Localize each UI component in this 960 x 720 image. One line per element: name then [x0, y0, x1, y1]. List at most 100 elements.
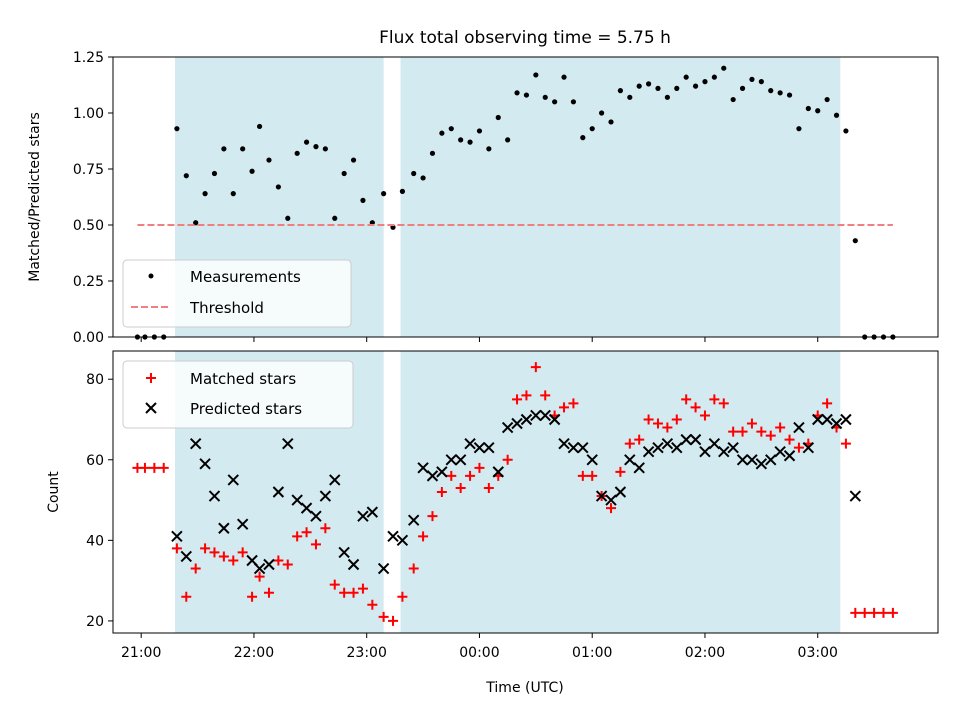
measurement-point — [645, 81, 652, 87]
matched-stars-point — [502, 454, 513, 465]
predicted-stars-point — [830, 417, 843, 430]
matched-stars-point — [887, 607, 898, 618]
predicted-stars-point — [605, 494, 617, 506]
matched-stars-point — [615, 466, 626, 477]
legend-measurements-label: Measurements — [190, 268, 301, 286]
measurement-point — [341, 170, 347, 177]
measurement-point — [570, 99, 577, 105]
measurement-point — [249, 168, 255, 174]
matched-stars-point — [181, 591, 192, 602]
measurement-point — [721, 65, 727, 71]
predicted-stars-point — [282, 437, 294, 450]
count-x-axis: 21:00 22:00 23:00 00:00 01:00 02:00 03:00 — [121, 633, 838, 661]
measurement-point — [411, 170, 417, 177]
measurement-point — [285, 215, 291, 221]
predicted-stars-point — [595, 490, 608, 502]
predicted-stars-point — [736, 454, 749, 466]
measurement-point — [561, 74, 567, 80]
matched-stars-point — [158, 462, 169, 473]
legend-predicted-marker — [145, 402, 157, 414]
measurement-point — [796, 126, 802, 132]
measurement-point — [692, 83, 699, 89]
predicted-stars-point — [218, 522, 230, 534]
matched-stars-point — [446, 470, 457, 481]
ratio-legend-box — [122, 259, 352, 328]
count-y-axis: 20 40 60 80 — [86, 372, 113, 630]
measurement-point — [843, 128, 849, 134]
measurement-point — [617, 88, 624, 94]
predicted-stars-point — [812, 413, 824, 426]
predicted-stars-point — [774, 446, 786, 458]
matched-stars-point — [840, 438, 851, 449]
ratio-legend: Measurements Threshold — [122, 259, 352, 328]
ratio-y-axis: 0.00 0.25 0.50 0.75 1.00 1.25 — [73, 50, 113, 346]
matched-stars-point — [237, 547, 248, 558]
measurement-point — [399, 188, 406, 194]
ratio-y-tick-label: 1.25 — [73, 50, 104, 66]
matched-stars-point — [465, 470, 476, 481]
predicted-stars-point — [558, 437, 570, 450]
measurement-point — [815, 108, 821, 114]
predicted-stars-point — [310, 510, 322, 522]
measurement-point — [552, 99, 558, 105]
matched-stars-point — [775, 422, 786, 433]
matched-stars-point — [320, 523, 331, 534]
matched-stars-point — [329, 579, 340, 590]
predicted-stars-point — [396, 534, 409, 547]
matched-stars-point — [530, 362, 541, 373]
measurement-point — [674, 85, 680, 91]
count-axes-frame — [112, 350, 939, 634]
ratio-y-tick-label: 0.00 — [73, 330, 104, 346]
count-panel: 20 40 60 80 21:00 22:00 23:00 00:00 01:00 02:00 0… — [46, 350, 939, 696]
ratio-y-tick-label: 0.50 — [73, 218, 104, 234]
matched-stars-point — [301, 527, 312, 538]
measurement-point — [230, 191, 236, 197]
measurement-point — [608, 119, 614, 125]
x-axis-label: Time (UTC) — [485, 680, 563, 696]
measurement-point — [514, 90, 520, 96]
matched-stars-point — [474, 462, 485, 473]
predicted-stars-point — [300, 502, 313, 514]
predicted-stars-point — [577, 441, 589, 454]
predicted-stars-point — [417, 462, 429, 474]
predicted-stars-point — [520, 413, 533, 426]
predicted-stars-point — [530, 409, 542, 422]
measurement-point — [833, 112, 840, 118]
measurement-point — [580, 135, 586, 141]
ratio-x-axis — [140, 337, 819, 342]
matched-stars-point — [634, 434, 645, 445]
legend-predicted-label: Predicted stars — [190, 400, 302, 418]
measurement-point — [505, 137, 511, 143]
measurement-point — [627, 94, 633, 100]
measurement-point — [683, 74, 689, 80]
matched-stars-point — [190, 563, 201, 574]
ratio-observing-spans — [175, 57, 841, 337]
matched-stars-point — [850, 607, 861, 618]
chart-title: Flux total observing time = 5.75 h — [379, 28, 671, 48]
matched-stars-point — [357, 583, 368, 594]
matched-stars-point — [521, 390, 532, 401]
matched-stars-point — [746, 418, 757, 429]
predicted-stars-point — [347, 558, 360, 571]
predicted-stars-point — [849, 490, 862, 502]
predicted-stars-point — [755, 458, 768, 470]
predicted-stars-point — [263, 558, 275, 571]
measurement-point — [476, 128, 483, 134]
count-y-axis-label: Count — [46, 471, 62, 513]
matched-stars-point — [699, 410, 710, 421]
matched-stars-point — [793, 442, 804, 453]
measurement-point — [711, 74, 717, 80]
matched-stars-point — [577, 470, 588, 481]
count-legend: Matched stars Predicted stars — [122, 360, 354, 429]
count-y-tick-label: 80 — [86, 372, 104, 388]
matched-stars-point — [662, 422, 673, 433]
matched-stars-point — [254, 571, 265, 582]
measurement-point — [702, 79, 708, 85]
ratio-panel: 0.00 0.25 0.50 0.75 1.00 1.25 Flux total obse… — [27, 28, 939, 346]
matched-stars-point — [149, 462, 160, 473]
x-tick-label: 01:00 — [572, 645, 612, 661]
legend-threshold-label: Threshold — [189, 299, 264, 317]
measurement-point — [786, 92, 793, 98]
predicted-stars-point — [699, 446, 711, 458]
predicted-stars-point — [357, 510, 369, 522]
